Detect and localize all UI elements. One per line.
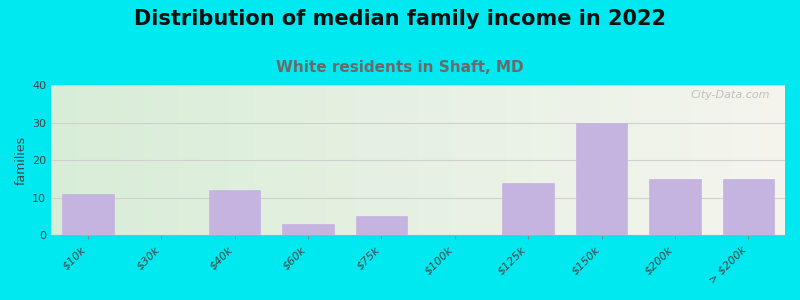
Text: City-Data.com: City-Data.com [691, 89, 770, 100]
Y-axis label: families: families [15, 136, 28, 184]
Bar [356, 216, 407, 235]
Bar [282, 224, 334, 235]
Bar [576, 122, 627, 235]
Bar [209, 190, 260, 235]
Bar [62, 194, 114, 235]
Bar [722, 179, 774, 235]
Text: Distribution of median family income in 2022: Distribution of median family income in … [134, 9, 666, 29]
Text: White residents in Shaft, MD: White residents in Shaft, MD [276, 60, 524, 75]
Bar [502, 182, 554, 235]
Bar [650, 179, 701, 235]
